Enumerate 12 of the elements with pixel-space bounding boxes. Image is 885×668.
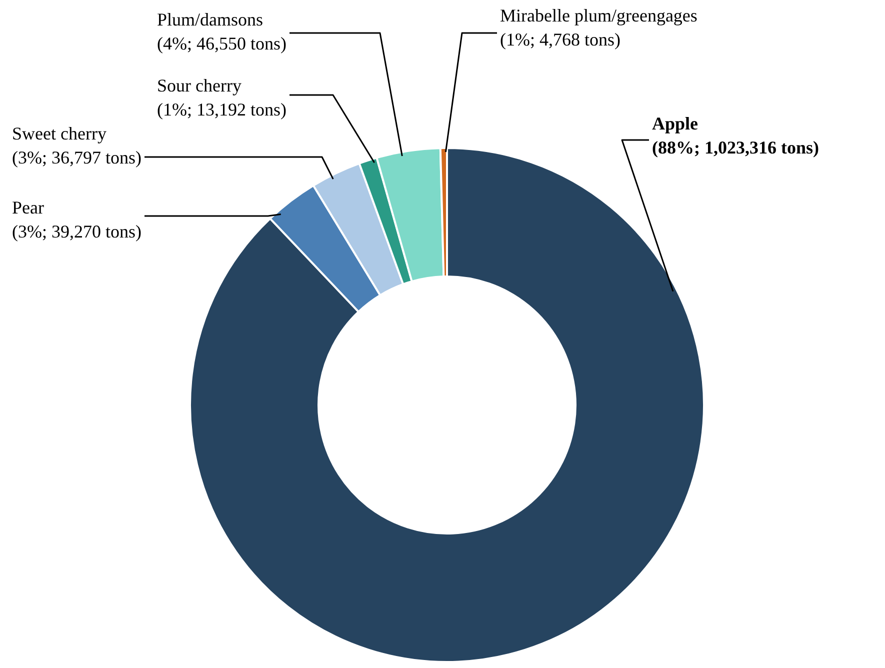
slice-label: Sweet cherry [12,124,106,144]
slice-label: Pear [12,198,44,218]
data-label: (3%; 36,797 tons) [12,148,142,168]
data-label: (1%; 4,768 tons) [500,30,620,50]
data-label: (88%; 1,023,316 tons) [652,138,819,158]
data-label: (3%; 39,270 tons) [12,222,142,242]
slice-label: Apple [652,114,698,134]
slice-label: Mirabelle plum/greengages [500,6,698,26]
data-label: (1%; 13,192 tons) [157,100,286,120]
slice-label: Plum/damsons [157,10,264,30]
data-label: (4%; 46,550 tons) [157,34,286,54]
slice-label: Sour cherry [157,76,242,96]
